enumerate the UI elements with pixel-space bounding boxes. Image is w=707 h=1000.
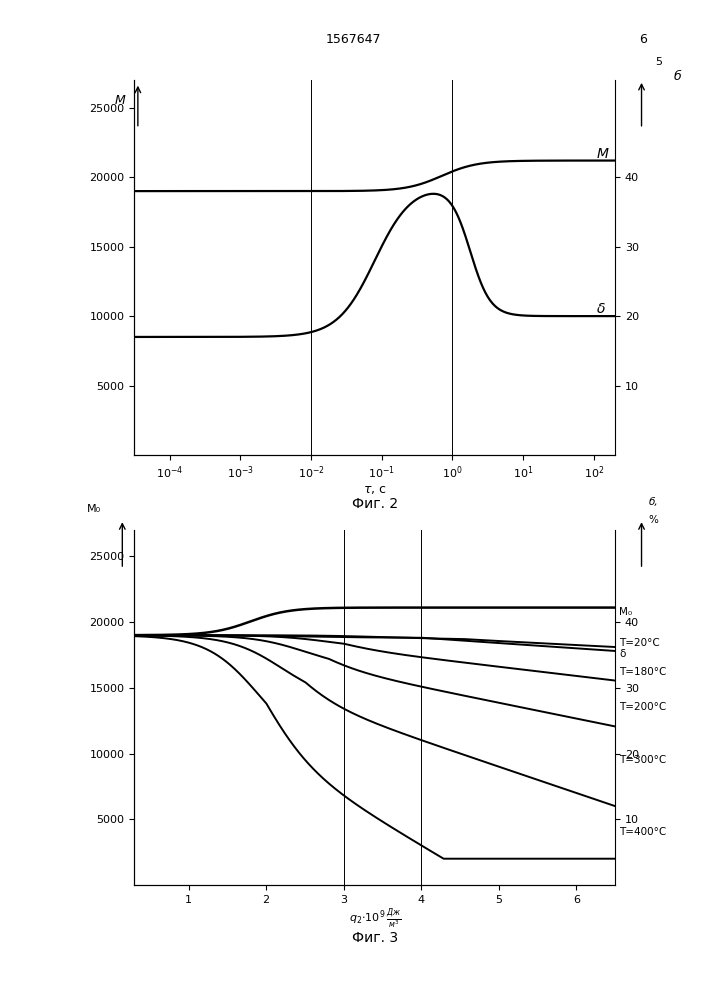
Text: δ: δ xyxy=(619,649,626,659)
Text: 1567647: 1567647 xyxy=(326,33,381,46)
Text: М₀: М₀ xyxy=(86,504,100,514)
Text: М: М xyxy=(115,94,126,107)
Text: б: б xyxy=(674,70,682,83)
Text: T=400°C: T=400°C xyxy=(619,827,666,837)
Text: б,: б, xyxy=(649,497,658,507)
Text: T=180°C: T=180°C xyxy=(619,667,666,677)
Text: 6: 6 xyxy=(639,33,648,46)
Text: М: М xyxy=(597,147,609,161)
Text: δ: δ xyxy=(597,302,605,316)
Text: 5: 5 xyxy=(655,57,662,67)
Text: T=20°C: T=20°C xyxy=(619,638,660,648)
Text: Фиг. 3: Фиг. 3 xyxy=(351,931,398,945)
Text: %: % xyxy=(648,515,658,525)
X-axis label: $q_2{\cdot}10^9\,\frac{Дж}{м^3}$: $q_2{\cdot}10^9\,\frac{Дж}{м^3}$ xyxy=(349,906,401,931)
Text: T=300°C: T=300°C xyxy=(619,755,666,765)
X-axis label: $\tau$, c: $\tau$, c xyxy=(363,483,387,496)
Text: Фиг. 2: Фиг. 2 xyxy=(351,496,398,510)
Text: М₀: М₀ xyxy=(619,607,632,617)
Text: T=200°C: T=200°C xyxy=(619,702,666,712)
